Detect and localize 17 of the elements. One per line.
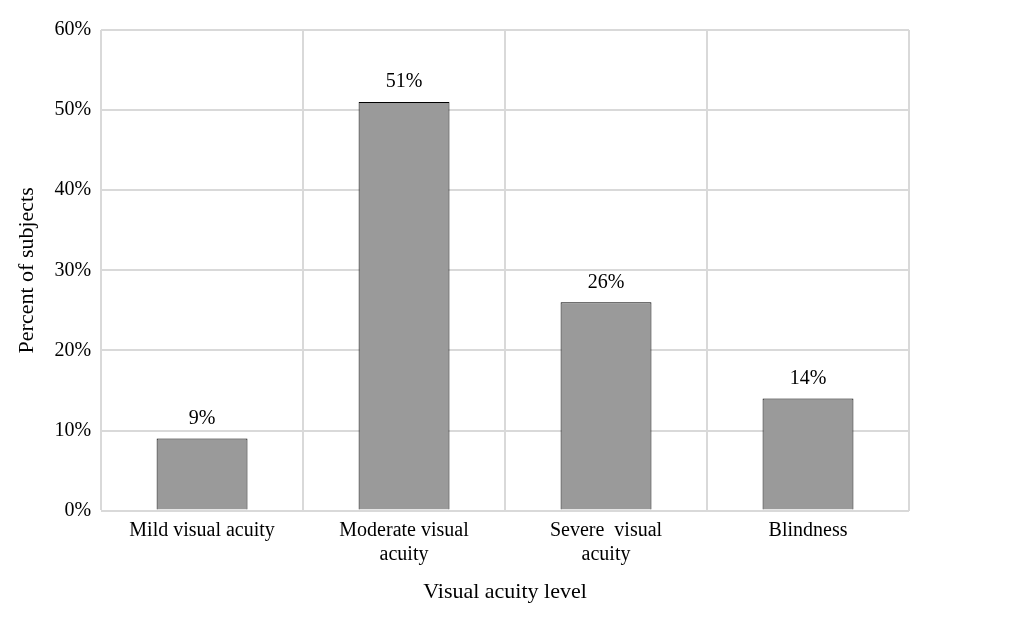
data-label: 26%: [587, 269, 625, 292]
x-tick-label: Moderate visual acuity: [339, 517, 470, 565]
data-label: 51%: [385, 69, 423, 92]
data-label: 9%: [188, 405, 216, 428]
y-tick-label: 30%: [54, 257, 92, 280]
y-tick-label: 0%: [64, 497, 92, 520]
x-tick-label: Blindness: [768, 517, 848, 540]
data-label: 14%: [789, 365, 827, 388]
x-axis-title: Visual acuity level: [423, 577, 587, 603]
y-tick-label: 10%: [54, 417, 92, 440]
y-axis-title: Percent of subjects: [12, 187, 38, 354]
y-tick-label: 50%: [54, 97, 92, 120]
y-tick-label: 20%: [54, 337, 92, 360]
x-tick-label: Severe visual acuity: [549, 517, 663, 565]
y-tick-label: 60%: [54, 17, 92, 40]
y-tick-label: 40%: [54, 177, 92, 200]
x-tick-label: Mild visual acuity: [129, 517, 275, 541]
